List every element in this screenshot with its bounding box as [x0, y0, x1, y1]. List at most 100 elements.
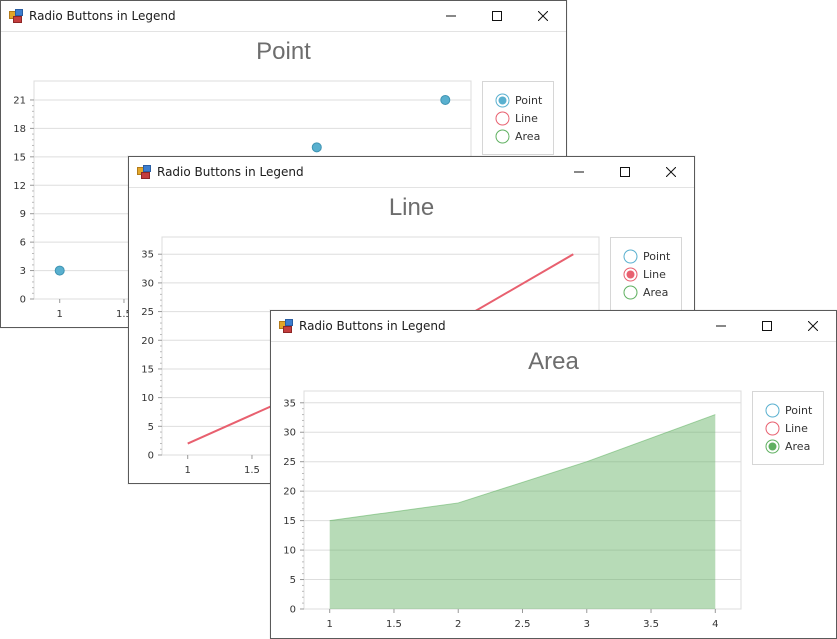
- data-point: [311, 142, 322, 153]
- legend: Point Line Area: [482, 81, 554, 155]
- minimize-button[interactable]: [428, 1, 474, 31]
- close-icon: [538, 11, 548, 21]
- maximize-icon: [492, 11, 502, 21]
- legend-radio-point[interactable]: Point: [623, 248, 670, 264]
- legend-radio-area[interactable]: Area: [765, 438, 810, 454]
- y-tick-label: 15: [13, 152, 26, 163]
- window-title: Radio Buttons in Legend: [157, 165, 304, 179]
- y-tick-label: 21: [13, 95, 26, 106]
- x-tick-label: 1.5: [386, 619, 402, 630]
- radio-icon: [623, 249, 638, 263]
- maximize-button[interactable]: [744, 311, 790, 341]
- close-button[interactable]: [648, 157, 694, 187]
- maximize-icon: [762, 321, 772, 331]
- legend-radio-line[interactable]: Line: [765, 420, 808, 436]
- legend-radio-line[interactable]: Line: [495, 110, 538, 126]
- minimize-icon: [446, 15, 456, 17]
- close-icon: [808, 321, 818, 331]
- y-tick-label: 25: [283, 457, 296, 468]
- minimize-button[interactable]: [698, 311, 744, 341]
- y-tick-label: 10: [283, 546, 296, 557]
- chart-title: Area: [528, 348, 579, 375]
- legend-label: Point: [643, 249, 671, 263]
- title-bar[interactable]: Radio Buttons in Legend: [271, 311, 836, 342]
- y-tick-label: 20: [141, 336, 154, 347]
- maximize-icon: [620, 167, 630, 177]
- y-tick-label: 15: [141, 364, 154, 375]
- y-tick-label: 35: [283, 398, 296, 409]
- radio-icon: [765, 403, 780, 417]
- data-point: [440, 94, 451, 105]
- x-tick-label: 1: [327, 619, 333, 630]
- legend-radio-area[interactable]: Area: [623, 284, 668, 300]
- y-tick-label: 5: [148, 422, 154, 433]
- maximize-button[interactable]: [602, 157, 648, 187]
- radio-icon: [495, 111, 510, 125]
- legend-label: Line: [643, 267, 666, 281]
- app-icon: [137, 165, 151, 179]
- y-tick-label: 35: [141, 250, 154, 261]
- y-tick-label: 0: [290, 605, 296, 616]
- x-tick-label: 3: [584, 619, 590, 630]
- y-tick-label: 5: [290, 575, 296, 586]
- minimize-button[interactable]: [556, 157, 602, 187]
- x-tick-label: 1: [185, 465, 191, 476]
- y-tick-label: 0: [148, 451, 154, 462]
- y-tick-label: 10: [141, 393, 154, 404]
- y-tick-label: 30: [141, 278, 154, 289]
- window-title: Radio Buttons in Legend: [299, 319, 446, 333]
- x-tick-label: 4: [712, 619, 718, 630]
- y-tick-label: 30: [283, 428, 296, 439]
- maximize-button[interactable]: [474, 1, 520, 31]
- close-button[interactable]: [790, 311, 836, 341]
- radio-icon: [765, 421, 780, 435]
- y-tick-label: 0: [20, 295, 26, 306]
- legend-label: Area: [515, 129, 541, 143]
- chart-title: Line: [388, 194, 435, 221]
- radio-icon: [623, 267, 638, 281]
- legend-label: Point: [515, 93, 543, 107]
- x-tick-label: 2: [455, 619, 461, 630]
- legend-label: Line: [785, 421, 808, 435]
- y-tick-label: 9: [20, 209, 26, 220]
- y-tick-label: 6: [20, 238, 26, 249]
- window-area[interactable]: Radio Buttons in Legend Area 0 5 10 15 20 25 3…: [270, 310, 837, 639]
- y-tick-label: 12: [13, 181, 26, 192]
- radio-icon: [623, 285, 638, 299]
- legend-label: Area: [785, 439, 811, 453]
- radio-icon: [765, 439, 780, 453]
- chart-title: Point: [256, 38, 311, 65]
- x-tick-label: 3.5: [643, 619, 659, 630]
- legend-radio-point[interactable]: Point: [495, 92, 542, 108]
- legend: Point Line Area: [752, 391, 824, 465]
- y-tick-label: 15: [283, 516, 296, 527]
- y-tick-label: 25: [141, 307, 154, 318]
- title-bar[interactable]: Radio Buttons in Legend: [1, 1, 566, 32]
- data-point: [54, 265, 65, 276]
- close-button[interactable]: [520, 1, 566, 31]
- legend-radio-area[interactable]: Area: [495, 128, 540, 144]
- radio-icon: [495, 129, 510, 143]
- legend-label: Line: [515, 111, 538, 125]
- legend: Point Line Area: [610, 237, 682, 311]
- x-tick-label: 1: [57, 309, 63, 320]
- app-icon: [9, 9, 23, 23]
- legend-radio-line[interactable]: Line: [623, 266, 666, 282]
- minimize-icon: [716, 325, 726, 327]
- x-tick-label: 1.5: [244, 465, 260, 476]
- y-tick-label: 18: [13, 124, 26, 135]
- area-series: [329, 414, 716, 609]
- y-tick-label: 20: [283, 487, 296, 498]
- radio-icon: [495, 93, 510, 107]
- close-icon: [666, 167, 676, 177]
- app-icon: [279, 319, 293, 333]
- minimize-icon: [574, 171, 584, 173]
- window-title: Radio Buttons in Legend: [29, 9, 176, 23]
- title-bar[interactable]: Radio Buttons in Legend: [129, 157, 694, 188]
- legend-label: Point: [785, 403, 813, 417]
- x-tick-label: 1.5: [116, 309, 132, 320]
- chart-plot: 0 5 10 15 20 25 30 35 1 1.5 2 2.5 3 3.5 4: [283, 390, 742, 630]
- legend-radio-point[interactable]: Point: [765, 402, 812, 418]
- x-tick-label: 2.5: [515, 619, 531, 630]
- area-outline: [329, 414, 716, 522]
